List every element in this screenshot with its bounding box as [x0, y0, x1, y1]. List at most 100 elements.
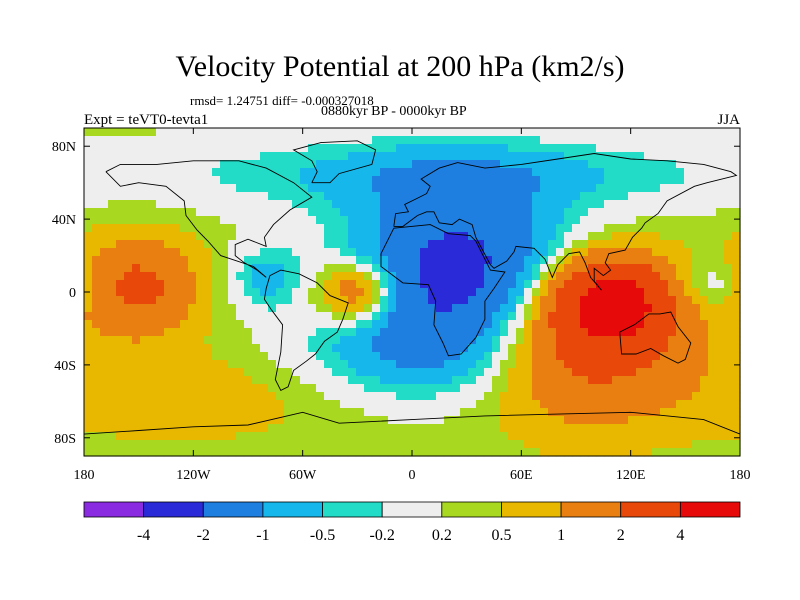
- contour-cell: [628, 224, 637, 233]
- contour-cell: [596, 328, 605, 337]
- contour-cell: [220, 384, 229, 393]
- contour-cell: [292, 328, 301, 337]
- contour-cell: [108, 144, 117, 153]
- contour-cell: [444, 392, 453, 401]
- contour-cell: [388, 200, 397, 209]
- contour-cell: [140, 216, 149, 225]
- contour-cell: [164, 448, 173, 457]
- contour-cell: [612, 280, 621, 289]
- contour-cell: [692, 416, 701, 425]
- contour-cell: [700, 280, 709, 289]
- contour-cell: [300, 288, 309, 297]
- contour-cell: [84, 184, 93, 193]
- contour-cell: [292, 384, 301, 393]
- contour-cell: [364, 144, 373, 153]
- contour-cell: [348, 344, 357, 353]
- contour-cell: [420, 288, 429, 297]
- contour-cell: [620, 304, 629, 313]
- contour-cell: [260, 432, 269, 441]
- contour-cell: [708, 160, 717, 169]
- contour-cell: [596, 440, 605, 449]
- contour-cell: [132, 408, 141, 417]
- contour-cell: [156, 336, 165, 345]
- contour-cell: [500, 144, 509, 153]
- contour-cell: [92, 184, 101, 193]
- contour-cell: [116, 304, 125, 313]
- contour-cell: [164, 176, 173, 185]
- contour-cell: [716, 304, 725, 313]
- contour-cell: [644, 240, 653, 249]
- x-tick-label: 120W: [176, 468, 211, 483]
- contour-cell: [132, 232, 141, 241]
- contour-cell: [172, 312, 181, 321]
- contour-cell: [460, 152, 469, 161]
- contour-cell: [116, 360, 125, 369]
- contour-cell: [148, 424, 157, 433]
- contour-cell: [700, 272, 709, 281]
- contour-cell: [124, 288, 133, 297]
- contour-cell: [404, 440, 413, 449]
- contour-cell: [668, 328, 677, 337]
- contour-cell: [172, 440, 181, 449]
- contour-cell: [644, 312, 653, 321]
- contour-cell: [204, 360, 213, 369]
- contour-cell: [84, 280, 93, 289]
- contour-cell: [308, 248, 317, 257]
- contour-cell: [364, 152, 373, 161]
- contour-cell: [724, 224, 733, 233]
- contour-cell: [180, 312, 189, 321]
- contour-cell: [692, 232, 701, 241]
- contour-cell: [156, 312, 165, 321]
- contour-cell: [156, 408, 165, 417]
- contour-cell: [636, 208, 645, 217]
- contour-cell: [668, 448, 677, 457]
- contour-cell: [580, 128, 589, 137]
- contour-cell: [164, 344, 173, 353]
- contour-cell: [492, 272, 501, 281]
- contour-cell: [596, 232, 605, 241]
- contour-cell: [684, 200, 693, 209]
- contour-cell: [396, 232, 405, 241]
- contour-cell: [188, 384, 197, 393]
- contour-cell: [444, 432, 453, 441]
- contour-cell: [708, 336, 717, 345]
- contour-cell: [84, 176, 93, 185]
- contour-cell: [84, 448, 93, 457]
- contour-cell: [668, 256, 677, 265]
- contour-cell: [196, 184, 205, 193]
- contour-cell: [508, 424, 517, 433]
- contour-cell: [668, 408, 677, 417]
- contour-cell: [220, 232, 229, 241]
- contour-cell: [228, 264, 237, 273]
- contour-cell: [732, 264, 741, 273]
- contour-cell: [132, 312, 141, 321]
- contour-cell: [580, 264, 589, 273]
- contour-cell: [484, 208, 493, 217]
- contour-cell: [132, 216, 141, 225]
- contour-cell: [548, 184, 557, 193]
- contour-cell: [444, 336, 453, 345]
- contour-cell: [380, 416, 389, 425]
- contour-cell: [156, 432, 165, 441]
- colorbar-swatch: [620, 501, 681, 518]
- contour-cell: [172, 168, 181, 177]
- contour-cell: [700, 336, 709, 345]
- contour-cell: [180, 168, 189, 177]
- contour-cell: [196, 320, 205, 329]
- contour-cell: [572, 288, 581, 297]
- contour-cell: [460, 312, 469, 321]
- contour-cell: [188, 136, 197, 145]
- contour-cell: [436, 344, 445, 353]
- contour-cell: [372, 216, 381, 225]
- contour-cell: [668, 192, 677, 201]
- contour-cell: [644, 136, 653, 145]
- contour-cell: [244, 192, 253, 201]
- contour-cell: [732, 184, 741, 193]
- contour-cell: [420, 240, 429, 249]
- contour-cell: [308, 392, 317, 401]
- contour-cell: [524, 424, 533, 433]
- contour-cell: [564, 192, 573, 201]
- contour-cell: [524, 256, 533, 265]
- contour-cell: [412, 208, 421, 217]
- contour-cell: [220, 264, 229, 273]
